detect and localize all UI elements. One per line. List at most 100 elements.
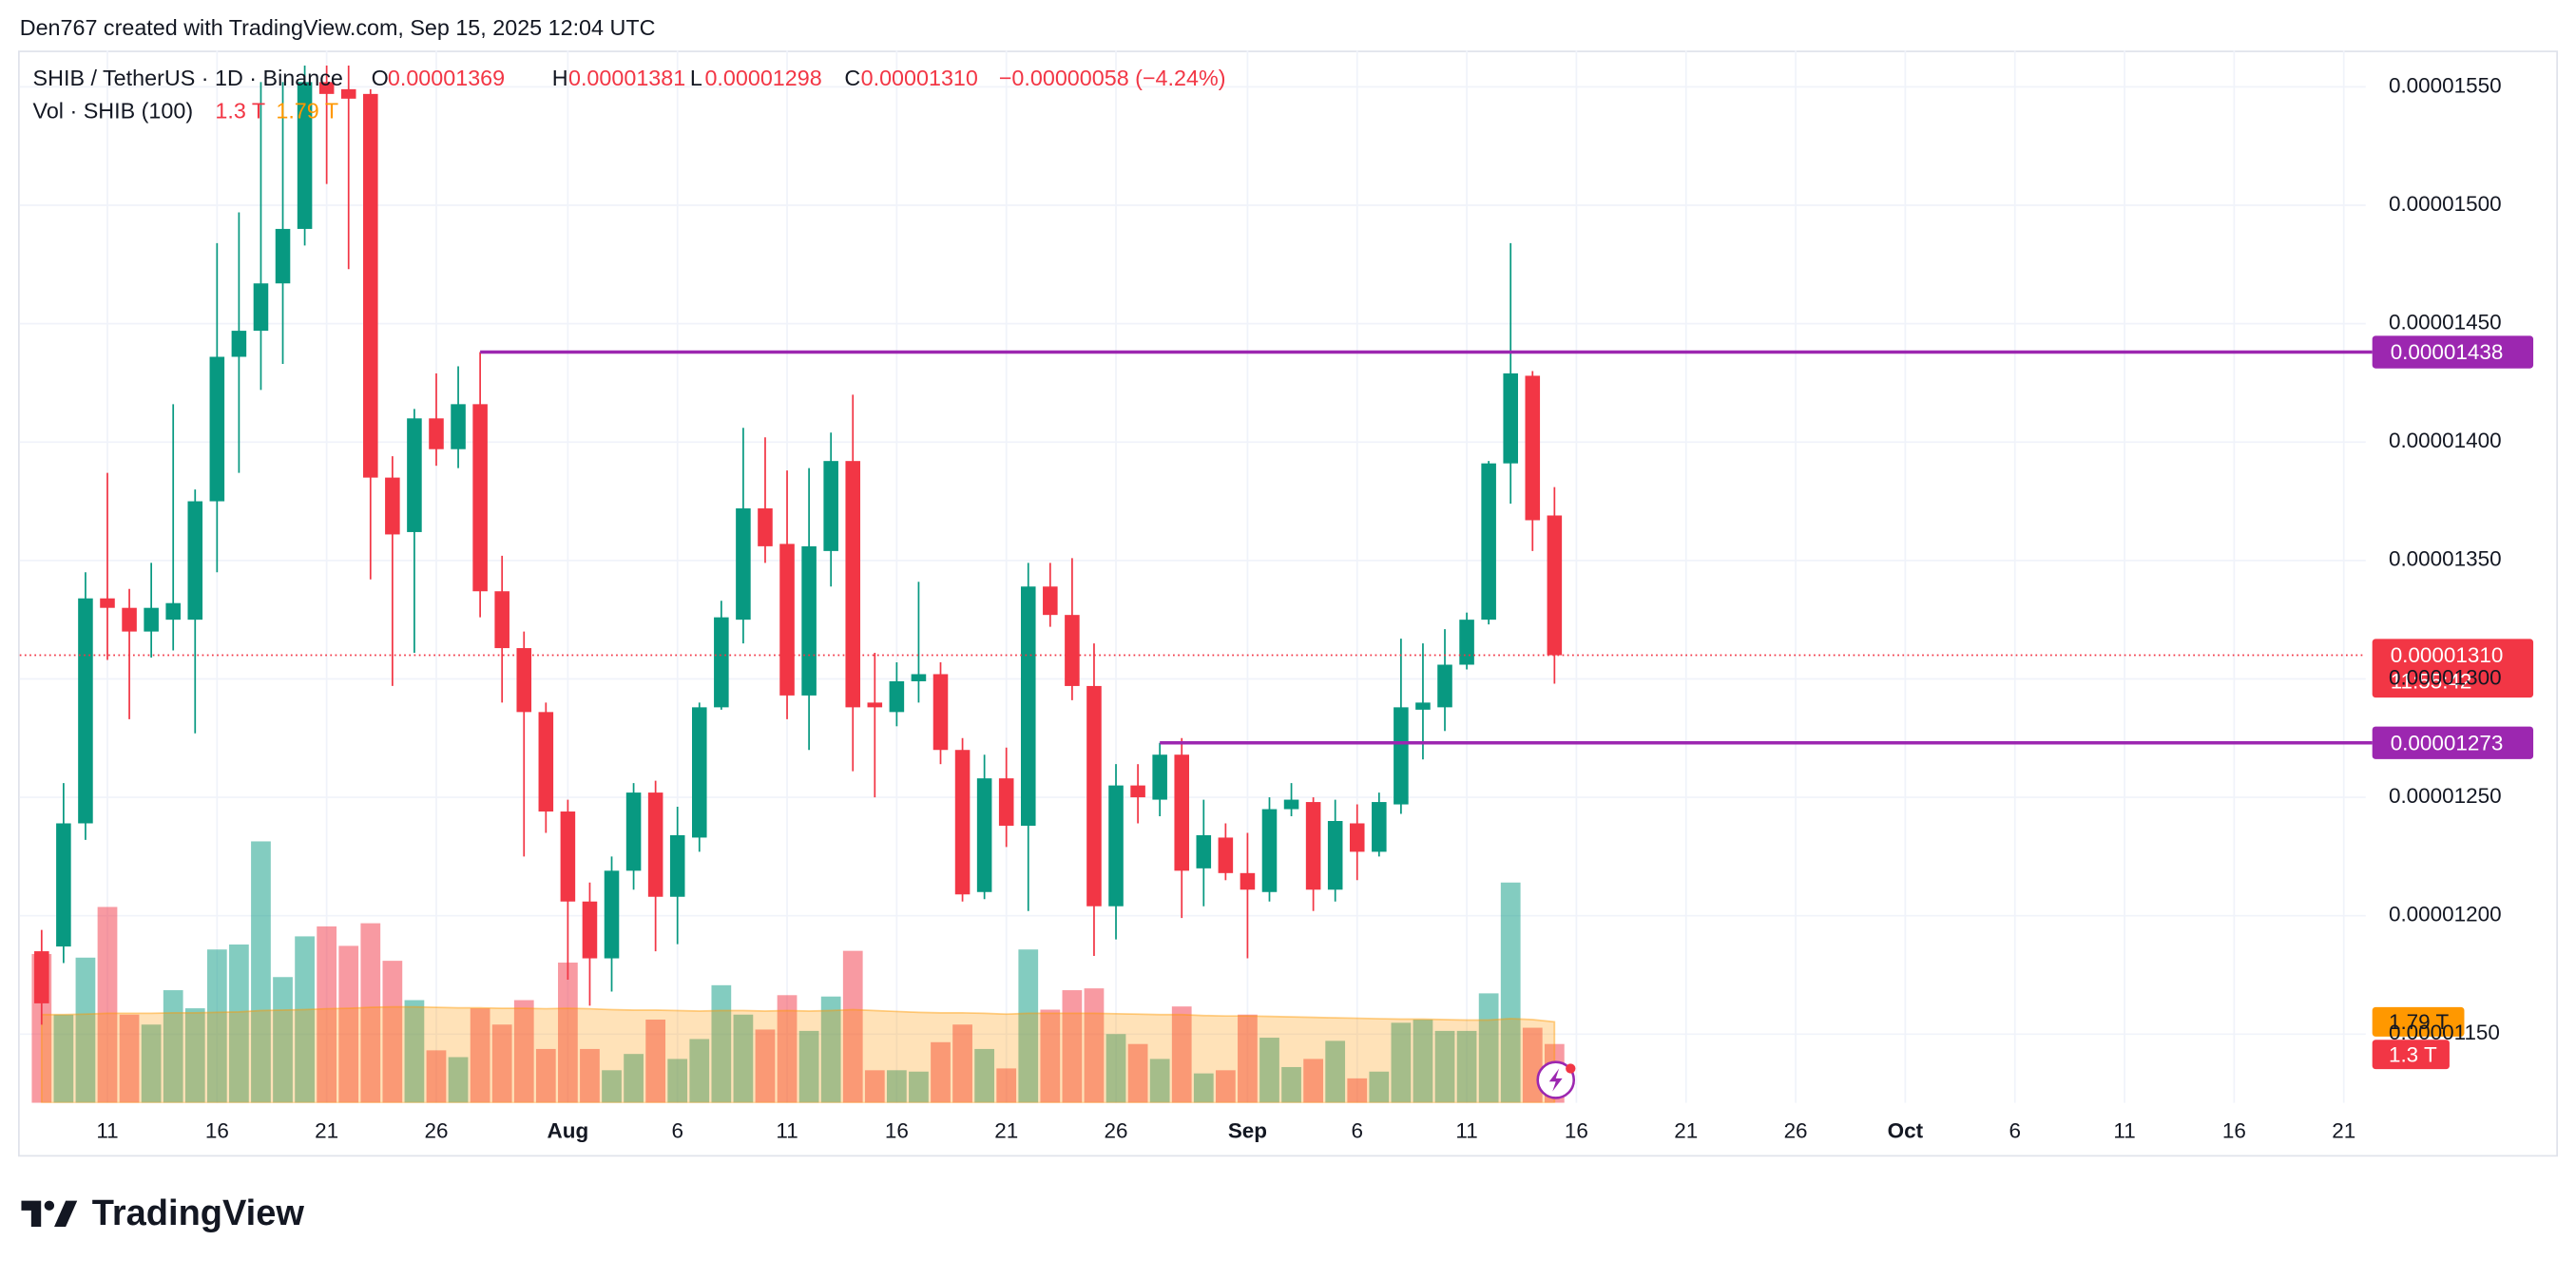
volume-bar — [1171, 1006, 1192, 1103]
candle-body — [647, 792, 663, 897]
volume-bar — [667, 1059, 688, 1103]
volume-bar — [163, 990, 183, 1103]
candle-body — [604, 870, 620, 959]
volume-bar — [1303, 1059, 1323, 1103]
x-tick-label: 11 — [1455, 1118, 1477, 1142]
volume-bar — [382, 961, 403, 1103]
volume-bar — [1193, 1073, 1214, 1103]
candle-body — [363, 93, 378, 478]
candle-body — [1481, 463, 1496, 620]
candle-body — [1547, 515, 1563, 656]
volume-bar — [1434, 1030, 1455, 1103]
volume-bar — [1084, 988, 1105, 1103]
level-label: 0.00001273 — [2391, 731, 2504, 754]
x-tick-label: 21 — [994, 1118, 1018, 1142]
x-tick-label: Aug — [548, 1118, 589, 1142]
volume-bar — [470, 1008, 490, 1103]
candle-body — [560, 811, 576, 902]
axis-labels: 0.00001150 0.00001200 0.00001250 0.00001300… — [96, 73, 2501, 1142]
volume-bar — [360, 923, 381, 1103]
credit: Den767 created with TradingView.com, Sep… — [20, 15, 656, 40]
close-value: 0.00001310 — [861, 66, 978, 90]
candle-body — [318, 82, 335, 94]
brand-name: TradingView — [92, 1193, 305, 1233]
volume-bar — [689, 1039, 710, 1103]
volume-bar — [909, 1071, 929, 1103]
candle-body — [1349, 823, 1365, 852]
volume-ma-box — [2372, 1006, 2465, 1037]
low-key: L — [690, 66, 702, 90]
x-tick-label: 26 — [1105, 1118, 1128, 1142]
volume-bar — [426, 1050, 447, 1103]
candle-body — [538, 712, 554, 812]
open-value: 0.00001369 — [388, 66, 505, 90]
candle-body — [34, 951, 49, 1003]
candle-body — [1415, 702, 1431, 710]
volume-bar — [513, 1000, 534, 1103]
volume-bar — [755, 1029, 776, 1103]
candle-body — [582, 901, 598, 959]
volume-bar — [295, 936, 315, 1103]
volume-label: 1.3 T — [2389, 1042, 2437, 1066]
volume-bar — [1127, 1043, 1148, 1103]
volume-ma-label: 1.79 T — [2389, 1010, 2450, 1034]
volume-bar — [1215, 1070, 1236, 1103]
candle-body — [1130, 785, 1145, 798]
candle-body — [231, 331, 247, 357]
candle-body — [340, 88, 356, 99]
candle-body — [1525, 375, 1541, 521]
overlays: 0.00001438 0.00001273 0.00001310 11:55:42 1.… — [19, 335, 2534, 1070]
symbol-title: SHIB / TetherUS · 1D · Binance — [33, 66, 343, 90]
volume-bar — [1040, 1009, 1061, 1103]
volume-bar — [448, 1057, 469, 1103]
volume-ma-value: 1.79 T — [276, 99, 338, 124]
volume-bar — [1062, 990, 1083, 1103]
candle-body — [429, 418, 444, 449]
x-tick-label: 6 — [2009, 1118, 2020, 1142]
candle-body — [385, 477, 400, 535]
volume-bar — [711, 984, 732, 1103]
candle-body — [1020, 586, 1036, 826]
volume-bar — [842, 950, 863, 1103]
x-tick-label: 21 — [315, 1118, 338, 1142]
candle-body — [472, 404, 488, 592]
x-tick-label: 26 — [425, 1118, 449, 1142]
last-price-box — [2372, 639, 2534, 698]
volume-bar — [535, 1048, 556, 1103]
volume-value: 1.3 T — [215, 99, 265, 124]
volume-bar — [1018, 949, 1039, 1103]
volume-bar — [777, 995, 798, 1103]
x-tick-label: Oct — [1888, 1118, 1924, 1142]
x-tick-label: 6 — [1352, 1118, 1363, 1142]
volume-bar — [1347, 1078, 1368, 1103]
candle-body — [1218, 837, 1234, 873]
y-tick-label: 0.00001400 — [2389, 429, 2502, 452]
candle-body — [56, 823, 71, 947]
volume-bar — [491, 1024, 512, 1103]
volume-bar — [184, 1008, 205, 1103]
volume-bar — [251, 841, 271, 1103]
volume-bar — [558, 963, 578, 1103]
volume-bar — [733, 1014, 754, 1103]
volume-bar — [1478, 993, 1499, 1103]
candle-body — [714, 617, 729, 708]
candle-body — [889, 680, 905, 713]
y-tick-label: 0.00001300 — [2389, 665, 2502, 689]
volume-bar — [996, 1068, 1017, 1103]
brand-logo: TradingView — [21, 1193, 304, 1233]
candle-body — [692, 707, 707, 838]
volume-bar — [75, 957, 96, 1103]
change-value: −0.00000058 (−4.24%) — [999, 66, 1226, 90]
candle-body — [122, 607, 137, 632]
volume-bar — [1456, 1030, 1477, 1103]
candle-body — [144, 607, 159, 632]
level-label-box — [2372, 726, 2534, 759]
x-tick-label: 16 — [2222, 1118, 2246, 1142]
volume-box — [2372, 1040, 2450, 1070]
volume-pane — [31, 841, 1565, 1103]
volume-bar — [1325, 1040, 1346, 1103]
x-tick-label: 11 — [96, 1118, 118, 1142]
volume-bar — [820, 996, 841, 1103]
y-tick-label: 0.00001200 — [2389, 903, 2502, 926]
level-label: 0.00001438 — [2391, 340, 2504, 364]
